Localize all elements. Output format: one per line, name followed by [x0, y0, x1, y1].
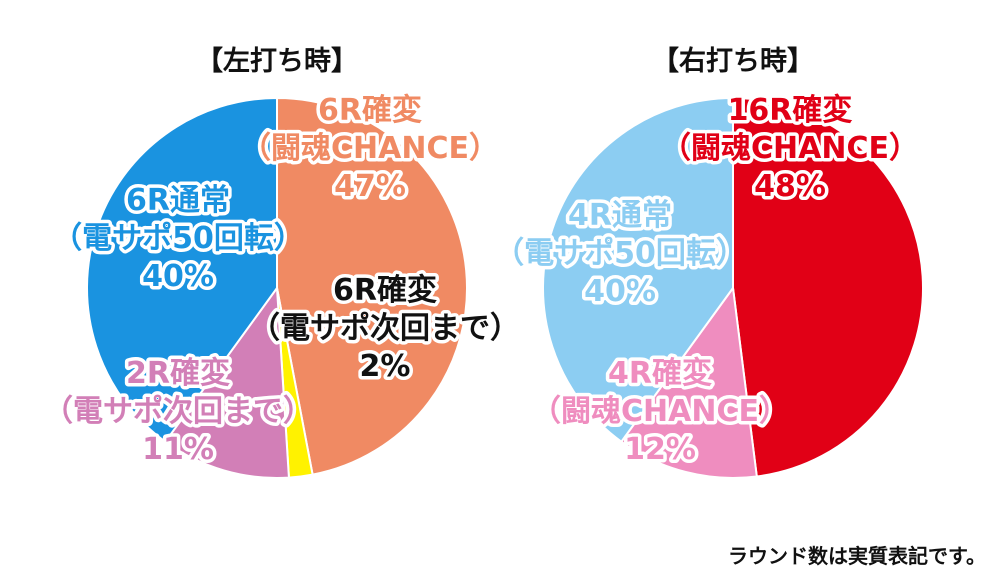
slice-label-name: 4R確変: [608, 356, 712, 391]
pie-slice: [542, 96, 734, 444]
slice-label: 6R確変（闘魂CHANCE） 47%: [241, 93, 499, 204]
slice-label-detail: （闘魂CHANCE）: [241, 131, 499, 166]
pie-slice: [732, 96, 925, 478]
pie-slices-right: [542, 96, 925, 479]
slice-label-detail: （闘魂CHANCE）: [661, 131, 919, 166]
slice-labels-right: 16R確変（闘魂CHANCE） 48%4R確変（闘魂CHANCE） 12%4R通常（…: [491, 90, 923, 471]
slice-label-detail: （電サポ次回まで）: [250, 311, 520, 346]
slice-label: 4R通常（電サポ50回転） 40%: [494, 198, 746, 309]
slice-label-name: 6R通常: [126, 183, 230, 218]
slice-label-name: 6R確変: [318, 93, 422, 128]
chart-title-right: 【右打ち時】: [652, 46, 814, 77]
slice-label-percent: 2%: [360, 349, 411, 384]
slice-label-percent: 48%: [754, 169, 826, 204]
pie-slice: [86, 96, 278, 444]
pie-slice: [276, 96, 469, 476]
slice-label-percent: 40%: [142, 259, 214, 294]
slice-label: 6R通常（電サポ50回転） 40%: [52, 183, 304, 294]
slice-label-name: 2R確変: [126, 356, 230, 391]
slice-labels-left: 6R確変（闘魂CHANCE） 47%6R確変（電サポ次回まで） 2%2R確変（電サポ…: [40, 90, 524, 471]
pie-slice: [619, 285, 758, 479]
slice-label-name: 16R確変: [728, 93, 853, 128]
slice-label-detail: （電サポ次回まで）: [43, 394, 313, 429]
pie-chart-left: 【左打ち時】 6R確変（闘魂CHANCE） 47%6R確変（電サポ次回まで） 2%2…: [40, 46, 524, 479]
slice-label-name: 6R確変: [333, 273, 437, 308]
slice-label: 6R確変（電サポ次回まで） 2%: [250, 273, 520, 384]
slice-label-detail: （電サポ50回転）: [494, 236, 746, 271]
slice-label-detail: （闘魂CHANCE）: [531, 394, 789, 429]
slice-label: 16R確変（闘魂CHANCE） 48%: [661, 93, 919, 204]
slice-label-percent: 47%: [334, 169, 406, 204]
slice-label-percent: 12%: [624, 432, 696, 467]
slice-label: 2R確変（電サポ次回まで） 11%: [43, 356, 313, 467]
slice-label-percent: 40%: [584, 274, 656, 309]
slice-label: 4R確変（闘魂CHANCE） 12%: [531, 356, 789, 467]
slice-label-name: 4R通常: [568, 198, 672, 233]
slice-label-percent: 11%: [142, 432, 214, 467]
footnote: ラウンド数は実質表記です。: [728, 544, 986, 568]
pie-slice: [163, 285, 290, 479]
slice-label-detail: （電サポ50回転）: [52, 221, 304, 256]
pie-slices-left: [86, 96, 469, 479]
chart-title-left: 【左打ち時】: [196, 46, 358, 77]
pie-chart-right: 【右打ち時】 16R確変（闘魂CHANCE） 48%4R確変（闘魂CHANCE） 1…: [491, 46, 925, 479]
